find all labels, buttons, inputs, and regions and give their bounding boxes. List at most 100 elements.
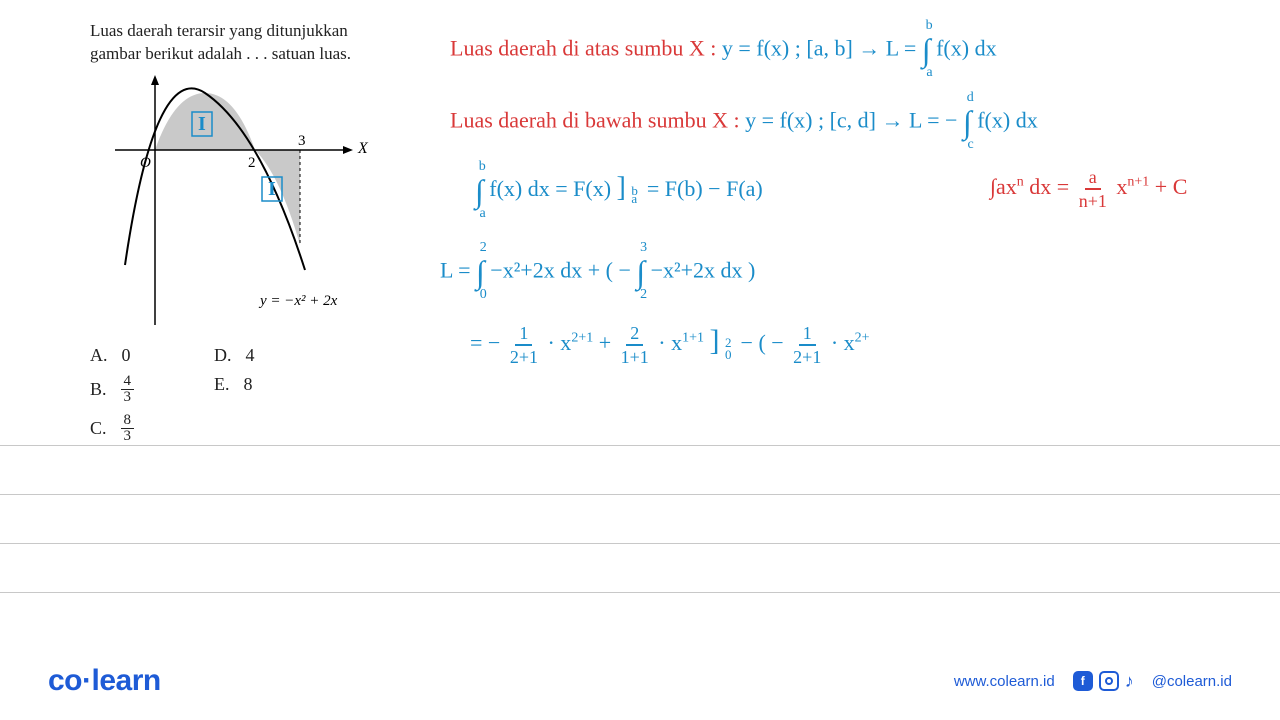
- options-col-2: D. 4 E. 8: [214, 345, 255, 444]
- option-c: C. 8 3: [90, 413, 134, 444]
- hw1-a: Luas daerah di atas sumbu X :: [450, 35, 716, 60]
- pr-b: dx =: [1029, 174, 1074, 199]
- c1-c: −x²+2x dx ): [651, 257, 756, 282]
- hw2-bot: c: [968, 135, 974, 155]
- hw3-bot: a: [480, 204, 486, 224]
- pr-den: n+1: [1075, 190, 1111, 210]
- logo: co·learn: [48, 664, 161, 698]
- hw3-integral: b ∫ a: [475, 169, 484, 214]
- hw3-b: = F(b) − F(a): [647, 176, 763, 201]
- c2-f2d: 1+1: [617, 346, 653, 366]
- c2-bracket: ]: [710, 324, 720, 357]
- tick-2-label: 2: [248, 155, 256, 171]
- hw-calc-2: = − 1 2+1 · x2+1 + 2 1+1 · x1+1 ] 2 0 − …: [470, 320, 870, 366]
- option-c-frac: 8 3: [121, 413, 135, 444]
- curve-equation: y = −x² + 2x: [258, 293, 338, 309]
- option-b-letter: B.: [90, 379, 107, 400]
- question-line1: Luas daerah terarsir yang ditunjukkan: [90, 20, 410, 43]
- ruled-line-2: [0, 494, 1280, 495]
- option-b-num: 4: [121, 374, 135, 390]
- hw-line-3: b ∫ a f(x) dx = F(x) ] b a = F(b) − F(a): [475, 168, 763, 213]
- hw1-b: y = f(x) ; [a, b] → L =: [722, 35, 916, 60]
- c1-a: L =: [440, 257, 476, 282]
- c2-f1d: 2+1: [506, 346, 542, 366]
- region-2-label: I: [268, 178, 276, 200]
- pr-a: ∫ax: [990, 174, 1017, 199]
- option-a: A. 0: [90, 345, 134, 366]
- c2-f3: 1 2+1: [789, 324, 825, 366]
- graph: Y X O 2 3 I I y = −x² + 2x: [110, 75, 370, 335]
- ruled-line-1: [0, 445, 1280, 446]
- c2-f3n: 1: [799, 324, 816, 346]
- hw1-integral: b ∫ a: [922, 28, 931, 73]
- pr-num: a: [1085, 168, 1101, 190]
- option-b-den: 3: [121, 390, 135, 405]
- footer: co·learn www.colearn.id f ♪ @colearn.id: [0, 664, 1280, 698]
- ruled-line-3: [0, 543, 1280, 544]
- option-e: E. 8: [214, 374, 255, 395]
- social-icons: f ♪: [1073, 671, 1134, 692]
- option-b: B. 4 3: [90, 374, 134, 405]
- c1-b1: 0: [480, 285, 487, 305]
- option-c-letter: C.: [90, 418, 107, 439]
- answer-options: A. 0 B. 4 3 C. 8 3 D. 4: [90, 345, 255, 444]
- option-b-frac: 4 3: [121, 374, 135, 405]
- c1-b: −x²+2x dx + ( −: [490, 257, 636, 282]
- hw3-bracket: ]: [617, 172, 626, 203]
- pr-exp: n+1: [1127, 175, 1149, 190]
- y-axis-label: Y: [160, 75, 171, 77]
- graph-svg: Y X O 2 3 I I y = −x² + 2x: [110, 75, 370, 335]
- c2-f1n: 1: [515, 324, 532, 346]
- option-d: D. 4: [214, 345, 255, 366]
- hw-power-rule: ∫axn dx = a n+1 xn+1 + C: [990, 168, 1187, 210]
- c2-c: +: [599, 330, 617, 355]
- c1-int2: 3 ∫ 2: [636, 250, 645, 295]
- pr-frac: a n+1: [1075, 168, 1111, 210]
- c2-e2: 1+1: [682, 331, 704, 346]
- footer-right: www.colearn.id f ♪ @colearn.id: [954, 671, 1232, 692]
- options-col-1: A. 0 B. 4 3 C. 8 3: [90, 345, 134, 444]
- c2-e: − ( −: [741, 330, 790, 355]
- c2-f2n: 2: [626, 324, 643, 346]
- c1-int1: 2 ∫ 0: [476, 250, 485, 295]
- c2-f: · x: [831, 330, 855, 355]
- origin-label: O: [140, 155, 151, 171]
- c2-f1: 1 2+1: [506, 324, 542, 366]
- instagram-icon: [1099, 671, 1119, 691]
- hw-calc-1: L = 2 ∫ 0 −x²+2x dx + ( − 3 ∫ 2 −x²+2x d…: [440, 250, 755, 295]
- option-e-letter: E.: [214, 374, 230, 395]
- option-c-den: 3: [121, 429, 135, 444]
- tiktok-icon: ♪: [1125, 671, 1134, 692]
- hw1-bot: a: [926, 63, 932, 83]
- tick-3-label: 3: [298, 133, 306, 149]
- c2-b: · x: [547, 330, 571, 355]
- hw2-d: f(x) dx: [977, 107, 1037, 132]
- c2-f2: 2 1+1: [617, 324, 653, 366]
- option-c-num: 8: [121, 413, 135, 429]
- hw2-b: y = f(x) ; [c, d] → L = −: [745, 107, 957, 132]
- option-d-value: 4: [246, 345, 255, 366]
- pr-n: n: [1017, 175, 1024, 190]
- c2-d: · x: [658, 330, 682, 355]
- pr-c: x: [1116, 174, 1127, 199]
- hw1-d: f(x) dx: [936, 35, 996, 60]
- ruled-line-4: [0, 592, 1280, 593]
- c2-f3d: 2+1: [789, 346, 825, 366]
- option-a-letter: A.: [90, 345, 108, 366]
- option-d-letter: D.: [214, 345, 232, 366]
- c2-e3: 2+: [855, 331, 870, 346]
- y-axis-arrow: [151, 75, 159, 85]
- footer-handle: @colearn.id: [1152, 673, 1232, 690]
- option-a-value: 0: [122, 345, 131, 366]
- pr-d: + C: [1155, 174, 1188, 199]
- c2-e1: 2+1: [571, 331, 593, 346]
- hw2-a: Luas daerah di bawah sumbu X :: [450, 107, 740, 132]
- hw3-brk-b: a: [631, 190, 637, 208]
- question-line2: gambar berikut adalah . . . satuan luas.: [90, 43, 410, 66]
- hw2-integral: d ∫ c: [963, 100, 972, 145]
- facebook-icon: f: [1073, 671, 1093, 691]
- c1-b2: 2: [640, 285, 647, 305]
- x-axis-arrow: [343, 146, 353, 154]
- footer-url: www.colearn.id: [954, 673, 1055, 690]
- ruled-lines: [0, 445, 1280, 641]
